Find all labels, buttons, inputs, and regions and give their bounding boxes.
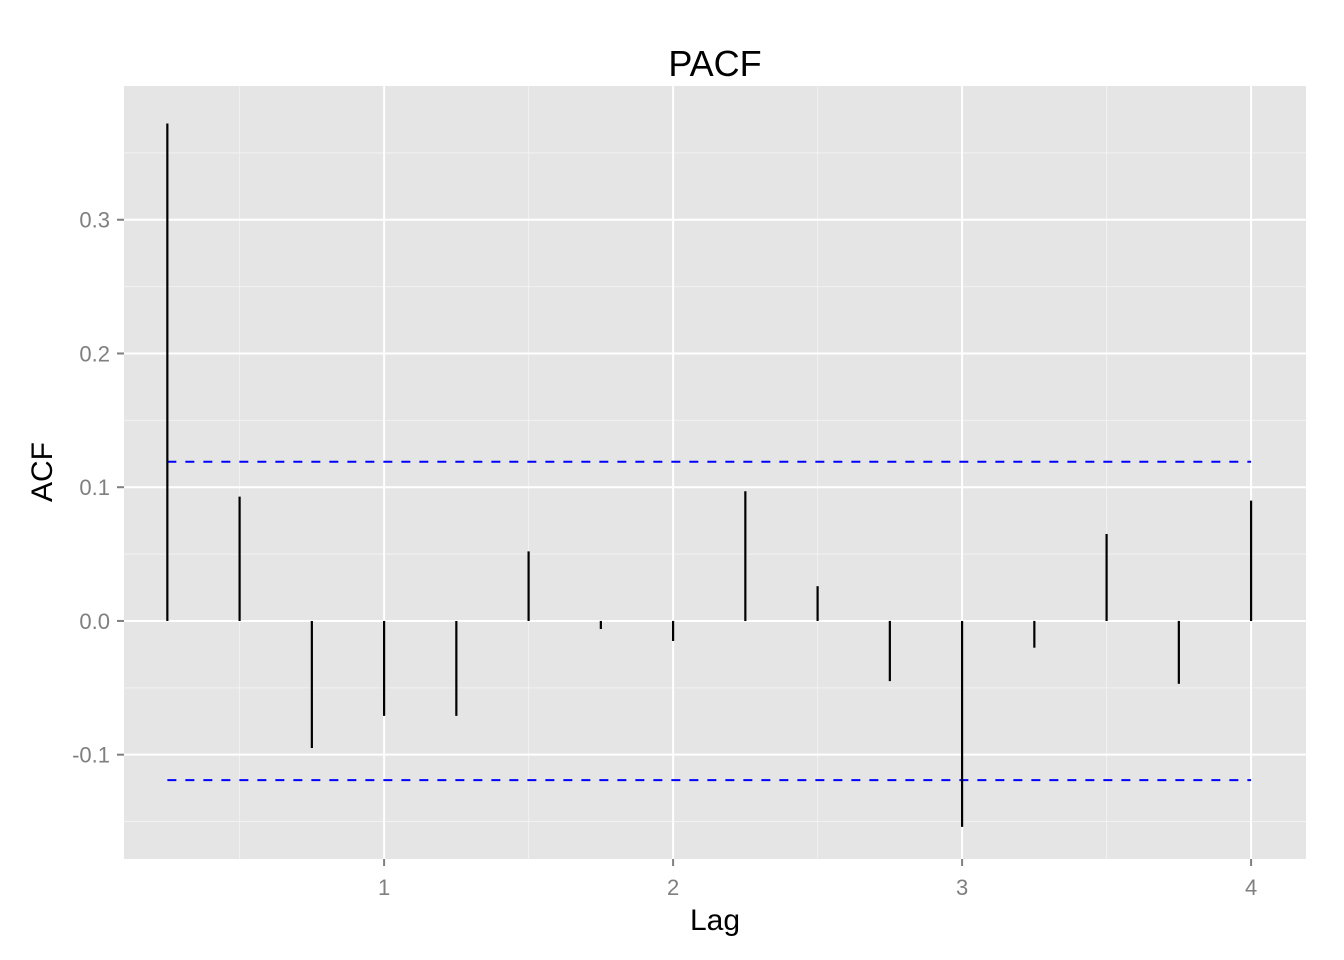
plot-panel xyxy=(124,86,1306,859)
x-tick-label: 1 xyxy=(378,875,390,900)
y-tick-label: 0.3 xyxy=(79,208,110,233)
y-tick-label: 0.0 xyxy=(79,609,110,634)
chart-title: PACF xyxy=(668,43,761,84)
y-axis: -0.1 0.0 0.1 0.2 0.3 xyxy=(72,208,124,768)
y-tick-label: -0.1 xyxy=(72,743,110,768)
x-tick-label: 4 xyxy=(1245,875,1257,900)
y-tick-label: 0.2 xyxy=(79,341,110,366)
minor-gridlines xyxy=(124,86,1306,859)
x-tick-label: 2 xyxy=(667,875,679,900)
pacf-stems xyxy=(166,123,1253,827)
y-tick-label: 0.1 xyxy=(79,475,110,500)
y-axis-title: ACF xyxy=(26,442,59,502)
x-axis-title: Lag xyxy=(690,904,740,937)
x-tick-label: 3 xyxy=(956,875,968,900)
confidence-bounds xyxy=(167,460,1252,782)
x-axis: 1 2 3 4 xyxy=(378,859,1257,900)
